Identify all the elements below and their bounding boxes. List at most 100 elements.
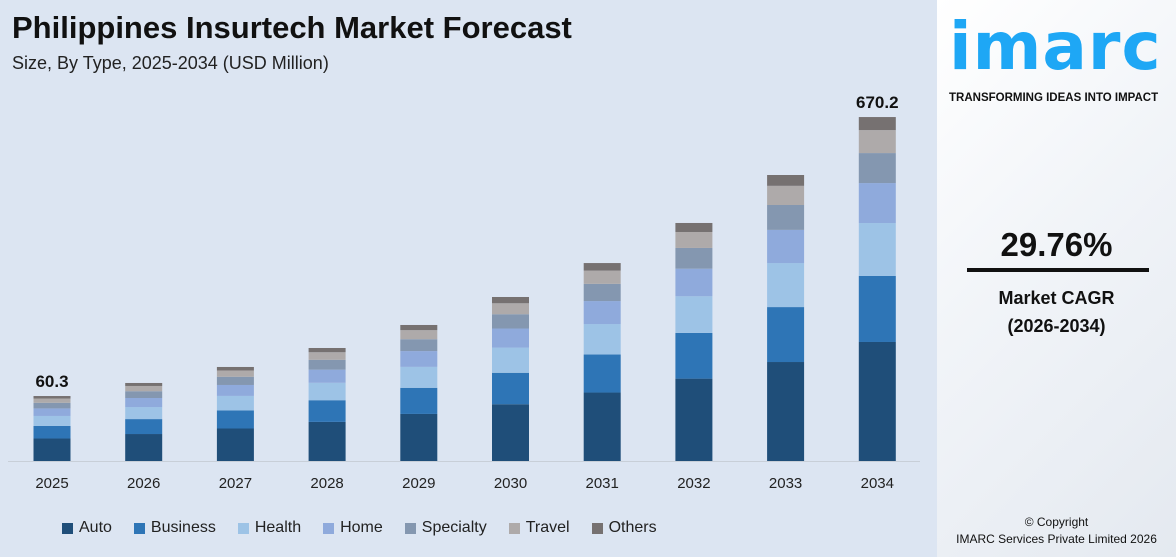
bar-segment-business-2032: [675, 332, 713, 379]
bar-segment-auto-2029: [400, 413, 438, 461]
bar-segment-others-2033: [767, 175, 805, 186]
bar-segment-health-2027: [216, 395, 254, 411]
cagr-value: 29.76%: [1000, 226, 1113, 263]
bar-segment-auto-2028: [308, 421, 346, 461]
legend-item-home: Home: [323, 519, 383, 537]
x-tick-label: 2034: [861, 475, 894, 492]
bar-segment-health-2028: [308, 382, 346, 401]
bar-segment-health-2034: [858, 223, 896, 276]
bar-segment-specialty-2029: [400, 339, 438, 352]
legend-swatch: [508, 522, 520, 534]
legend: Auto Business Health Home Specialty Travel Oth…: [62, 519, 679, 537]
legend-item-auto: Auto: [62, 519, 112, 537]
bar-segment-business-2033: [767, 307, 805, 363]
bar-segment-auto-2031: [583, 392, 621, 461]
legend-swatch: [62, 522, 73, 534]
bar-segment-others-2031: [583, 263, 621, 271]
bar-segment-business-2030: [492, 372, 529, 405]
bar-segment-travel-2025: [33, 398, 71, 403]
bar-segment-others-2027: [216, 366, 254, 371]
legend-swatch: [237, 522, 249, 534]
chart-panel: 2025 60.3 2026 2027 2028 2029 2030 2031 2032 2033…: [0, 0, 937, 557]
bar-segment-auto-2026: [125, 434, 163, 461]
bar-segment-specialty-2025: [33, 402, 71, 409]
bar-segment-business-2031: [583, 354, 621, 393]
legend-swatch: [404, 522, 416, 534]
legend-label: Auto: [79, 519, 112, 536]
bar-segment-others-2034: [858, 117, 896, 131]
bar-segment-specialty-2034: [858, 153, 896, 184]
x-tick-label: 2025: [35, 475, 68, 492]
bar-segment-others-2029: [400, 324, 438, 331]
legend-label: Others: [608, 519, 657, 536]
x-tick-label: 2027: [219, 475, 252, 492]
chart-title: Philippines Insurtech Market Forecast: [12, 10, 572, 45]
bar-segment-travel-2034: [858, 130, 896, 154]
x-tick-label: 2028: [310, 475, 343, 492]
legend-swatch: [591, 522, 603, 534]
x-tick-label: 2030: [494, 475, 527, 492]
bar-segment-specialty-2032: [675, 247, 713, 269]
bar-segment-home-2028: [308, 369, 346, 383]
legend-swatch: [133, 522, 145, 534]
bar-segment-home-2033: [767, 229, 805, 264]
chart-subtitle: Size, By Type, 2025-2034 (USD Million): [12, 53, 329, 73]
bar-segment-others-2030: [492, 296, 529, 304]
bar-segment-business-2028: [308, 400, 346, 422]
bar-segment-home-2034: [858, 183, 896, 224]
bar-segment-travel-2028: [308, 352, 346, 360]
stacked-bar-chart: 2025 60.3 2026 2027 2028 2029 2030 2031 2032 2033…: [8, 93, 920, 492]
cagr-label: Market CAGR (2026-2034): [937, 284, 1176, 340]
legend-item-others: Others: [591, 519, 657, 537]
bar-segment-others-2026: [125, 382, 163, 386]
legend-item-health: Health: [237, 519, 302, 537]
legend-label: Business: [150, 519, 216, 536]
bar-segment-travel-2031: [583, 270, 621, 284]
bar-segment-specialty-2027: [216, 376, 254, 385]
bar-segment-travel-2029: [400, 330, 438, 340]
bar-segment-business-2027: [216, 410, 254, 429]
legend-label: Specialty: [421, 519, 487, 536]
x-tick-label: 2026: [127, 475, 160, 492]
bar-segment-specialty-2031: [583, 283, 621, 302]
bar-segment-travel-2030: [492, 303, 529, 315]
bar-segment-travel-2027: [216, 370, 254, 377]
bar-segment-home-2025: [33, 408, 71, 416]
legend-item-business: Business: [133, 519, 216, 537]
copyright-line2: IMARC Services Private Limited 2026: [956, 532, 1157, 546]
bar-segment-home-2030: [492, 328, 529, 348]
x-tick-label: 2029: [402, 475, 435, 492]
copyright-line1: © Copyright: [1024, 515, 1089, 529]
bar-segment-business-2034: [858, 275, 896, 342]
bar-segment-health-2033: [767, 263, 805, 308]
bar-segment-travel-2026: [125, 385, 163, 392]
divider: [967, 268, 1149, 272]
bar-segment-others-2028: [308, 347, 346, 353]
legend-label: Home: [340, 519, 383, 536]
bar-segment-travel-2032: [675, 231, 713, 248]
bar-segment-home-2026: [125, 398, 163, 408]
copyright: © Copyright IMARC Services Private Limit…: [937, 514, 1176, 548]
imarc-logo: imarc: [949, 8, 1162, 85]
legend-label: Health: [254, 519, 302, 536]
bar-segment-others-2025: [33, 396, 71, 399]
bar-segment-auto-2025: [33, 438, 71, 461]
legend-item-travel: Travel: [508, 519, 570, 537]
bar-segment-home-2031: [583, 301, 621, 325]
bar-segment-others-2032: [675, 222, 713, 232]
x-tick-label: 2033: [769, 475, 802, 492]
bar-segment-auto-2030: [492, 404, 529, 461]
bar-segment-home-2027: [216, 384, 254, 396]
bar-segment-specialty-2026: [125, 391, 163, 399]
cagr-period: (2026-2034): [1007, 316, 1106, 336]
bar-segment-home-2032: [675, 268, 713, 297]
info-panel: imarc TRANSFORMING IDEAS INTO IMPACT 29.…: [937, 0, 1176, 557]
cagr-label-text: Market CAGR: [998, 288, 1115, 308]
brand-tagline: TRANSFORMING IDEAS INTO IMPACT: [949, 92, 1159, 104]
bar-segment-business-2025: [33, 425, 71, 439]
bar-segment-business-2026: [125, 419, 163, 435]
bar-segment-auto-2027: [216, 428, 254, 461]
bar-segment-health-2029: [400, 366, 438, 388]
legend-label: Travel: [525, 519, 570, 536]
bar-segment-specialty-2030: [492, 314, 529, 329]
